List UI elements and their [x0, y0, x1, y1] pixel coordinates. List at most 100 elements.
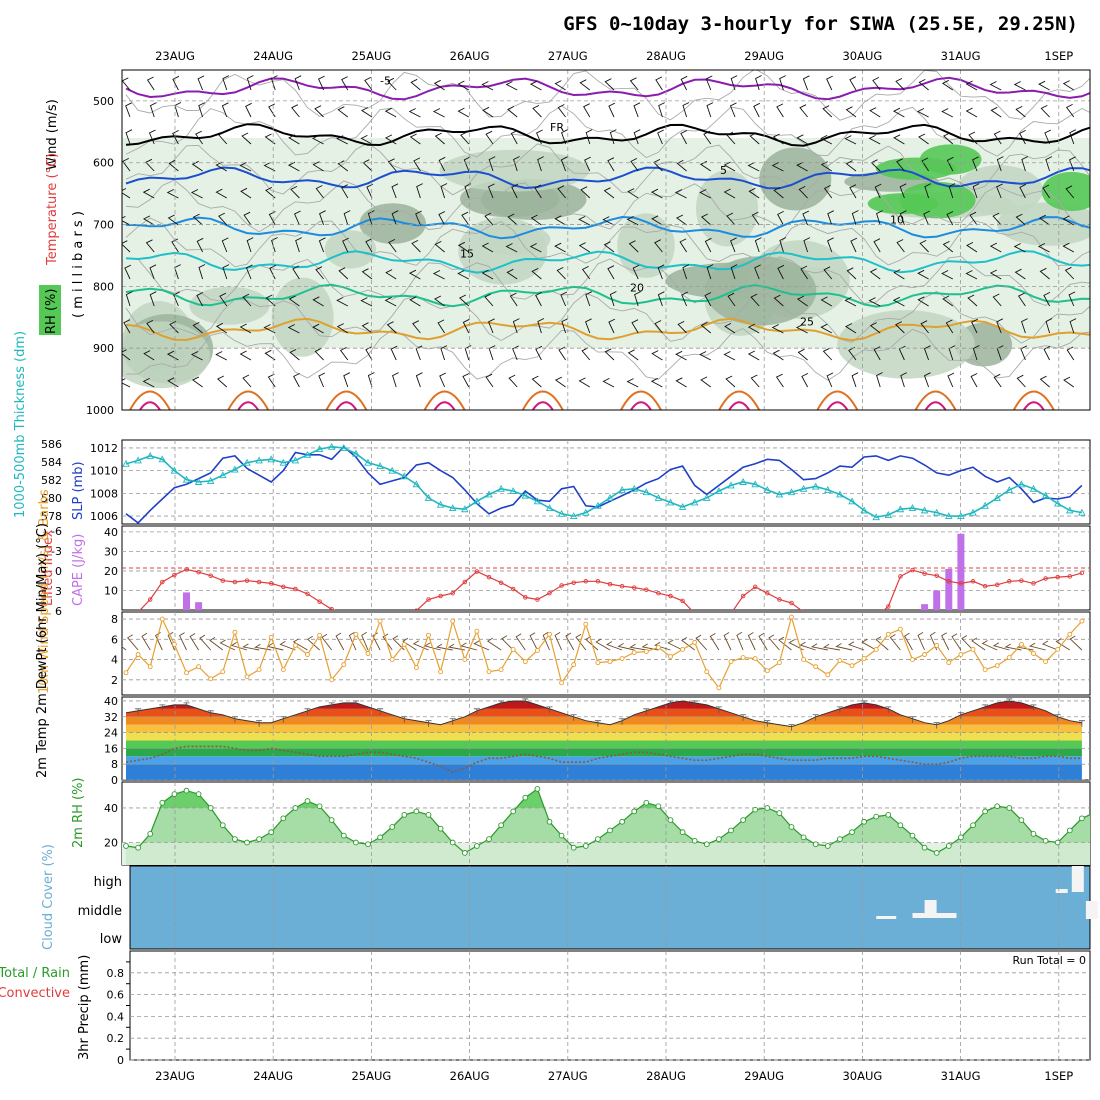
wind-speed-point [498, 667, 504, 673]
wind-barb [192, 321, 203, 334]
thickness-point [231, 465, 239, 473]
max-temp-marker [740, 714, 747, 721]
rh2m-point [147, 831, 154, 837]
wind-speed-point [547, 631, 552, 637]
wind-barb [1015, 213, 1026, 226]
surface-wind-barb [961, 635, 974, 651]
wind-barb [366, 183, 374, 199]
wind-barb [851, 372, 859, 388]
wind-speed-point [353, 631, 359, 637]
upper-air-panel: -5 FR 5 10 15 20 25 500 600 700 800 900 1000 Wind (… [39, 69, 1091, 417]
lifted-index-point [232, 579, 238, 585]
wind-barb [942, 240, 954, 253]
rh-fill-moist [899, 181, 976, 219]
wind-barb [319, 210, 326, 226]
lifted-index-point [668, 593, 673, 599]
wind-barb [554, 215, 566, 226]
lifted-index-point [414, 608, 419, 610]
rh-legend-swatch [39, 285, 61, 335]
wind-barb [679, 238, 687, 253]
wind-barb [341, 184, 349, 199]
temp-tick: 16 [104, 742, 118, 755]
wind-barb [941, 108, 954, 118]
run-total: Run Total = 0 [1013, 954, 1087, 967]
wind-speed-point [873, 647, 879, 652]
thickness-point [908, 504, 917, 512]
surface-wind-barb [1028, 642, 1046, 651]
wind-speed-point [135, 652, 141, 657]
wind-barb [512, 345, 519, 361]
max-temp-marker [304, 708, 311, 715]
wind-barb [609, 129, 617, 145]
wind-barb [122, 240, 131, 253]
wind-barb [360, 297, 373, 307]
thickness-point [327, 442, 336, 450]
surface-wind-barb [847, 641, 865, 651]
rh-fill-moist [919, 144, 982, 175]
rh-contour [125, 105, 1090, 159]
thickness-point [461, 505, 469, 513]
thickness-point [775, 490, 784, 498]
cloud-block-middle [924, 900, 937, 913]
wind-barb [990, 106, 1002, 118]
wind-barb [367, 372, 375, 388]
lifted-index-point [147, 597, 153, 602]
wind-barb [149, 102, 157, 118]
wind-barb [968, 131, 978, 145]
wind-barb [529, 80, 542, 91]
wind-barb [965, 270, 978, 280]
wind-barb [723, 188, 736, 199]
isotherm-line [125, 123, 1090, 147]
wind-barb [583, 103, 591, 118]
wind-barb [917, 296, 929, 307]
wind-speed-point [910, 657, 915, 663]
wind-barb [631, 319, 639, 334]
wind-barb [464, 183, 472, 199]
rh2m-point [970, 822, 976, 829]
wind-barb [846, 267, 857, 280]
date-label-bottom: 27AUG [548, 1069, 588, 1083]
wind-barb [1013, 81, 1026, 91]
wind-barb [196, 237, 204, 253]
wind-barb [146, 319, 155, 334]
wind-barb [823, 266, 833, 280]
temp-tick: 8 [111, 758, 118, 771]
wind-barb [921, 157, 929, 172]
wind-barb [270, 75, 278, 91]
wind-barb [633, 102, 641, 118]
wind-barb [145, 158, 155, 172]
thickness-point [594, 501, 602, 509]
surface-wind-barb [501, 635, 514, 651]
wind-speed-point [389, 657, 395, 663]
wind-barb [288, 295, 300, 307]
wind-barb [1066, 346, 1075, 361]
rh-fill-patch [122, 321, 210, 389]
wind-barb [633, 129, 641, 145]
wind-barb [657, 291, 665, 307]
wind-barb [1038, 80, 1050, 91]
wind-barb [532, 104, 542, 118]
thickness-point [521, 491, 530, 499]
isotherm-35 [237, 401, 260, 410]
wind-speed-point [680, 647, 686, 652]
wind-barb [198, 264, 206, 280]
wind-barb [650, 188, 663, 199]
rh-contour [125, 70, 1090, 121]
rh2m-point [595, 836, 601, 842]
max-temp-marker [691, 700, 698, 707]
wind-barb [946, 156, 954, 172]
wind-barb [703, 130, 712, 145]
wind-barb [893, 134, 905, 145]
surface-wind-barb [736, 631, 744, 651]
wind-barb [167, 377, 179, 388]
rh2m-point [582, 843, 589, 849]
thickness-point [376, 462, 384, 470]
wind-barb [799, 104, 808, 118]
wind-speed-point [1055, 647, 1061, 652]
surface-wind-barb [595, 638, 611, 651]
wind-barb [657, 129, 664, 145]
date-label-top: 30AUG [842, 49, 882, 63]
wind-speed-point [849, 663, 855, 669]
wind-barb [537, 156, 544, 172]
wind-barb [965, 107, 978, 118]
